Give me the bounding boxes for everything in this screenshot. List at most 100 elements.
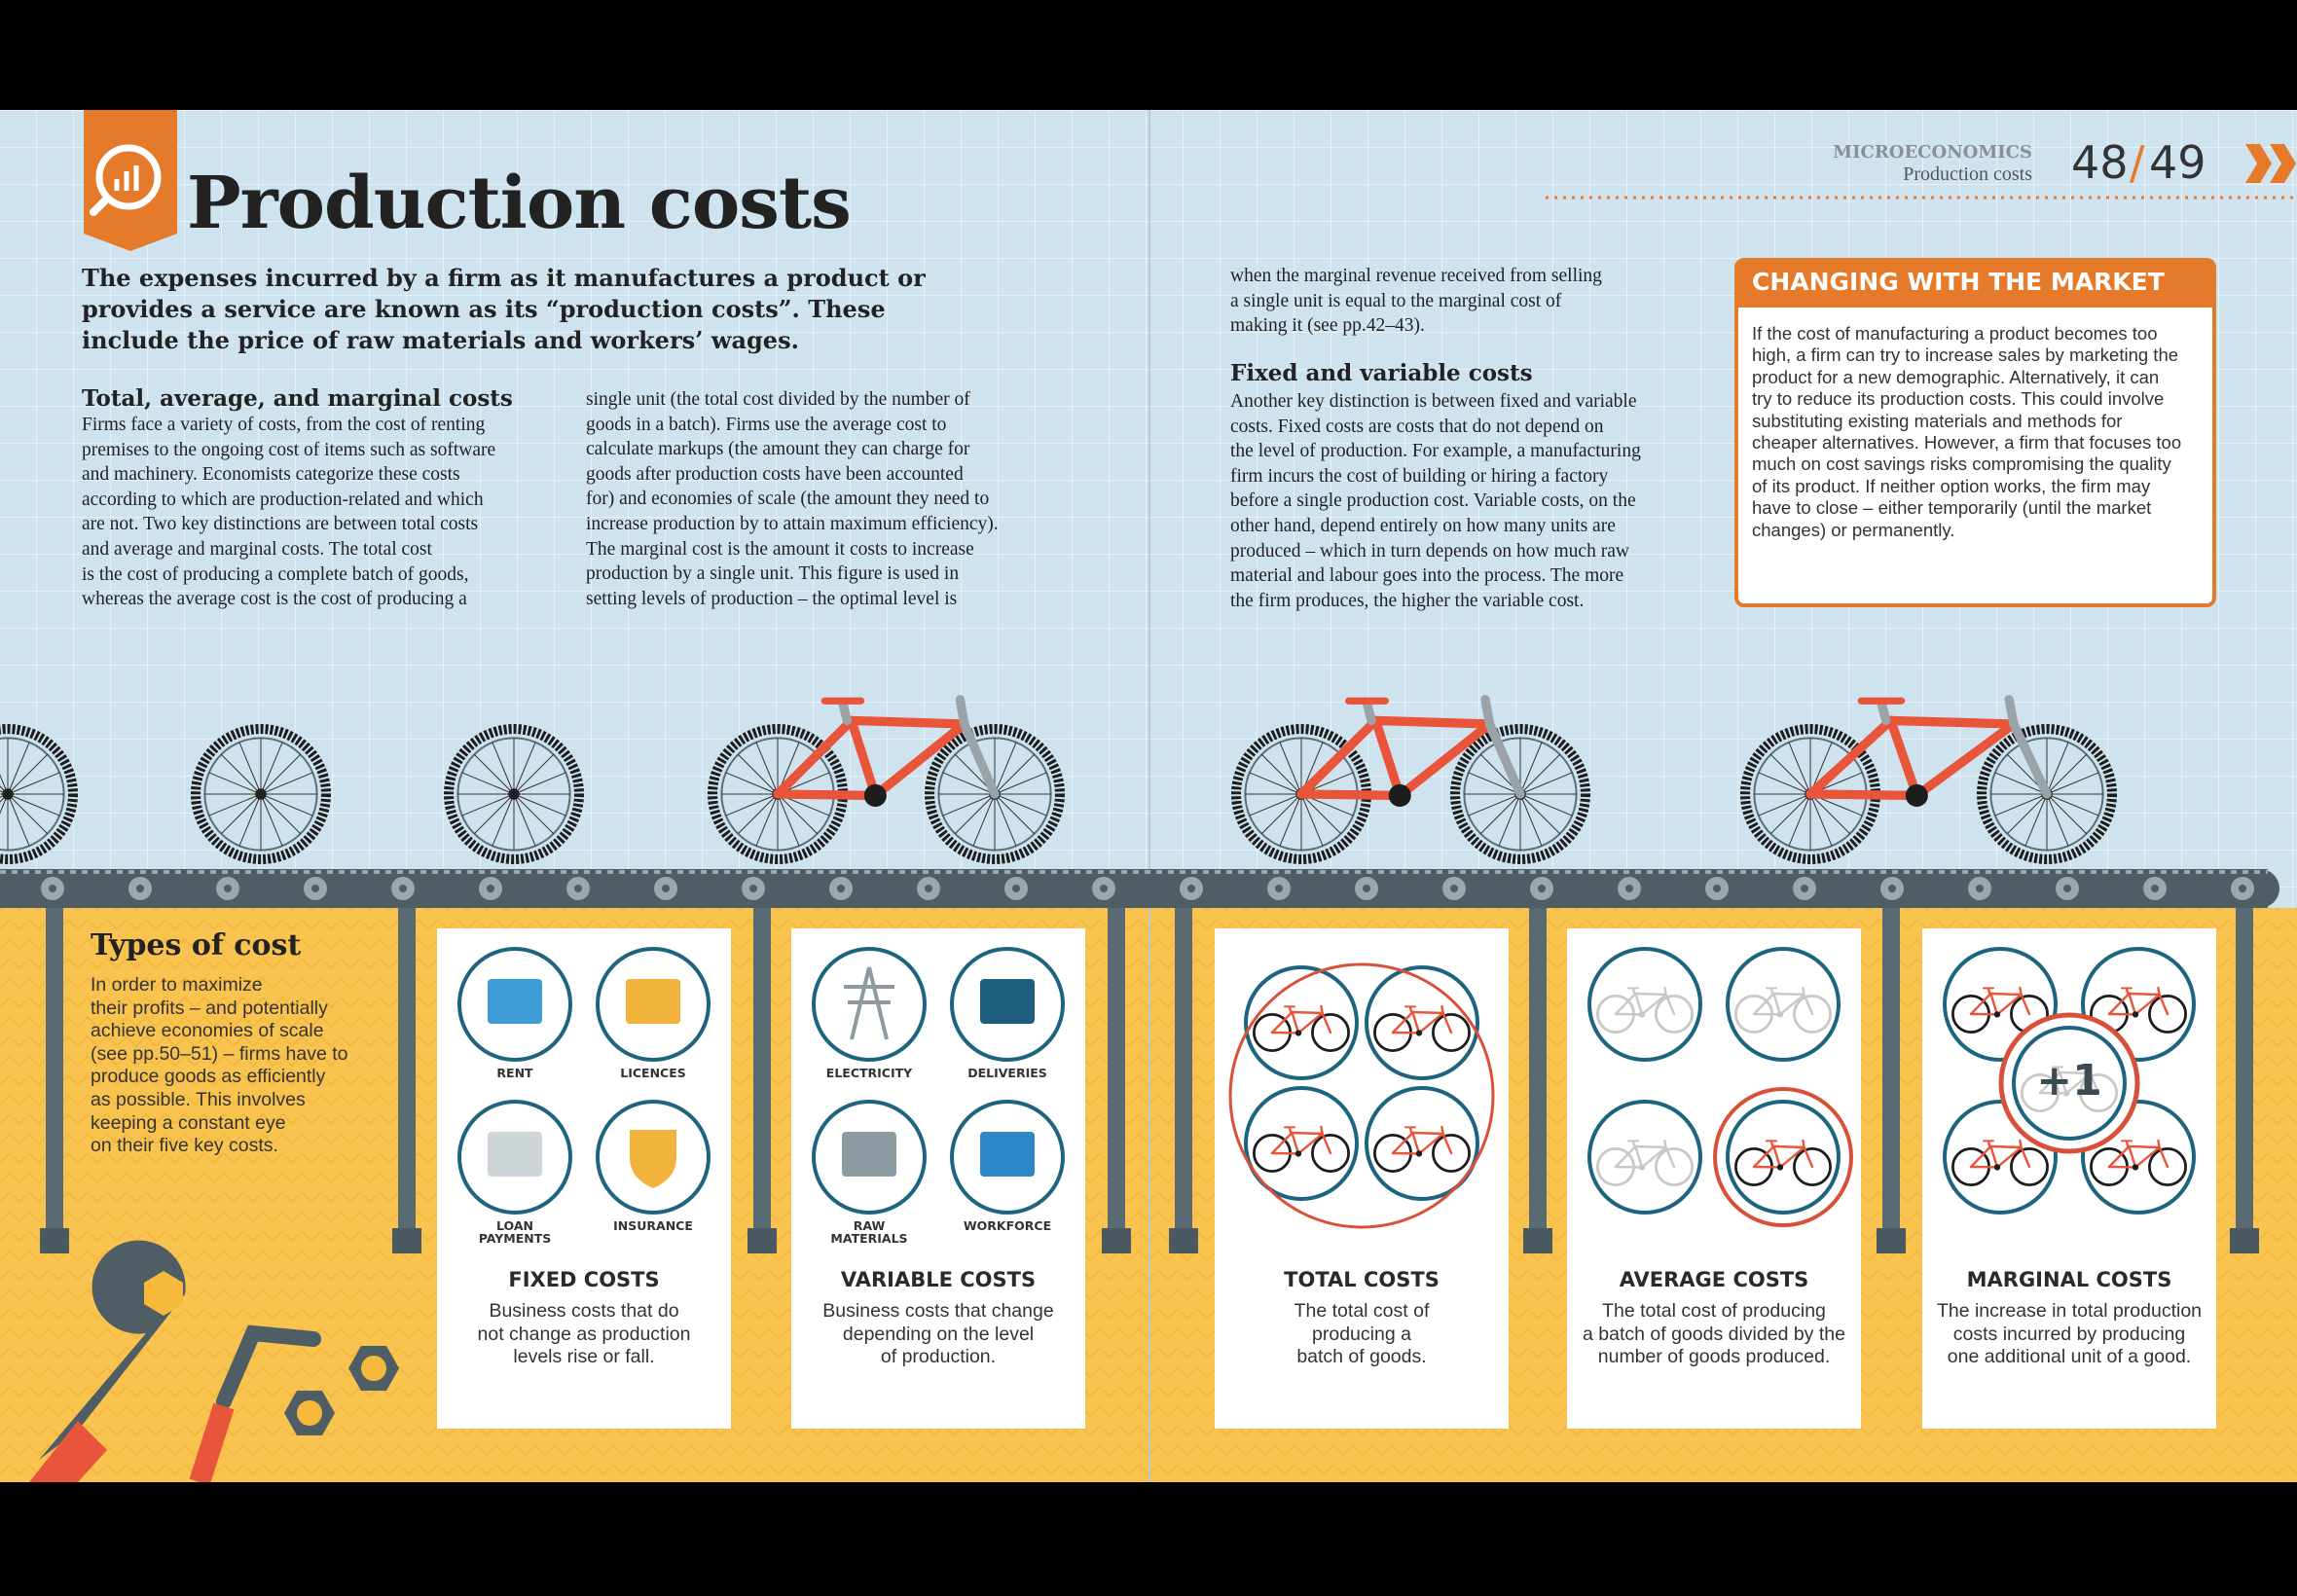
wheel-spoke [208, 772, 262, 795]
bike-stem [1440, 1004, 1444, 1015]
bike-seatstay [1805, 715, 1896, 799]
bike-stem [1802, 1139, 1805, 1149]
conveyor-axle [574, 885, 582, 892]
text-line: are not. Two key distinctions are betwee… [82, 514, 479, 535]
bike-stem [1320, 1125, 1324, 1136]
bike-seattube [1989, 992, 1999, 1016]
nut-hole [361, 1356, 386, 1381]
bike-seatpost [2125, 987, 2130, 996]
bike-toptube [1772, 992, 1805, 997]
bike-downtube [1778, 993, 1805, 1016]
bike-saddle [1766, 1140, 1777, 1143]
wheel-spoke [1788, 742, 1811, 795]
pylon-icon [844, 966, 894, 1040]
bike-seattube [1370, 715, 1404, 801]
text-line: goods after production costs have been a… [586, 463, 964, 485]
wheel-spoke [492, 742, 515, 795]
text-line: cheaper alternatives. However, a firm th… [1752, 432, 2182, 453]
bike-seatstay [1614, 1144, 1637, 1169]
bike-crank [1993, 1011, 2001, 1018]
wheel-spoke [994, 793, 1017, 847]
magnifier-handle [90, 195, 111, 216]
wheel-spoke [1809, 793, 1851, 835]
text-line: material and labour goes into the proces… [1230, 565, 1624, 587]
wheel-spoke [1260, 753, 1302, 795]
wheel-spoke [7, 793, 30, 847]
wheel-tire [2009, 1147, 2049, 1187]
bike-seattube [1885, 715, 1922, 801]
text-line: making it (see pp.42–43). [1230, 315, 1425, 337]
bike-seatpost [2056, 1066, 2060, 1074]
sidebar-title: CHANGING WITH THE MARKET [1752, 268, 2165, 296]
wheel-spoke [513, 793, 566, 816]
wheel-spoke [0, 785, 9, 795]
wheel-spoke [994, 742, 1017, 795]
bike-downtube [2133, 993, 2161, 1016]
text-line: The increase in total production [1936, 1300, 2203, 1322]
body-column: when the marginal revenue received from … [1230, 264, 1602, 339]
bike-fork [1803, 1145, 1814, 1169]
text-line: other hand, depend entirely on how many … [1230, 515, 1616, 536]
bike-saddle [1284, 1126, 1295, 1129]
bike-seatstay [773, 715, 857, 799]
bike-stem [2088, 1065, 2092, 1075]
text-line: include the price of raw materials and w… [82, 326, 799, 354]
wheel-spoke [1519, 753, 1561, 795]
conveyor-axle [1625, 885, 1633, 892]
wheel-spoke [473, 793, 515, 835]
bike-seatstay [1296, 715, 1381, 799]
cost-icon [980, 1132, 1035, 1177]
text-line: substituting existing materials and meth… [1752, 410, 2123, 431]
bike-toptube [1291, 1010, 1324, 1015]
bike-seatpost [1877, 698, 1891, 726]
bike-crank [2132, 1164, 2139, 1171]
wheel-spoke [1479, 793, 1521, 835]
text-line: and average and marginal costs. The tota… [82, 538, 432, 560]
bike-toptube [1989, 992, 2023, 997]
conveyor-axle [224, 885, 232, 892]
illustrations [0, 695, 2279, 1486]
wheel-spoke [1788, 793, 1811, 847]
text-line: goods in a batch). Firms use the average… [586, 414, 947, 435]
wheel-spoke [260, 753, 302, 795]
conveyor-axle [1450, 885, 1458, 892]
text-line: a single unit is equal to the marginal c… [1230, 290, 1562, 311]
conveyor-end [2241, 869, 2279, 908]
page-number: 48 [2071, 136, 2129, 189]
bike-fork [1803, 993, 1814, 1016]
conveyor-axle [311, 885, 319, 892]
sidebar-text: If the cost of manufacturing a product b… [1752, 323, 2181, 541]
cost-icon [626, 979, 680, 1024]
text-line: batch of goods. [1296, 1346, 1427, 1368]
bike-seatstay [1270, 1131, 1294, 1155]
wheel-spoke [1994, 772, 2048, 795]
text-line: (see pp.50–51) – firms have to [91, 1042, 348, 1065]
bike-downtube [1640, 993, 1667, 1016]
bike-seatstay [1752, 992, 1775, 1016]
bike-crank [1993, 1164, 2001, 1171]
pillar [753, 900, 771, 1231]
wheel-tire [1793, 1147, 1833, 1187]
bike-crank [1294, 1150, 1302, 1157]
bike-stem [1802, 986, 1805, 997]
wheel-tire [2078, 1073, 2118, 1113]
text-line: setting levels of production – the optim… [586, 588, 958, 609]
bike-seattube [847, 715, 881, 801]
wheel-spoke [2006, 793, 2048, 835]
bike-stem [1320, 1004, 1324, 1015]
text-line: provides a service are known as its “pro… [82, 295, 886, 323]
pillar-foot [40, 1228, 69, 1253]
card-text: Business costs that change depending on t… [791, 1300, 1085, 1369]
wheel-spoke [260, 793, 313, 816]
bike-seattube [2128, 1144, 2137, 1169]
bike-seatstay [1614, 992, 1637, 1016]
text-line: of production. [880, 1346, 997, 1368]
bike-crank [2132, 1011, 2139, 1018]
text-line: changes) or permanently. [1752, 519, 1955, 540]
wheel-spoke [260, 793, 283, 847]
bike-downtube [1995, 993, 2023, 1016]
wheel-hub [255, 788, 267, 800]
text-line: the level of production. For example, a … [1230, 441, 1641, 462]
conveyor-axle [1275, 885, 1283, 892]
bike-seatpost [1769, 987, 1774, 996]
